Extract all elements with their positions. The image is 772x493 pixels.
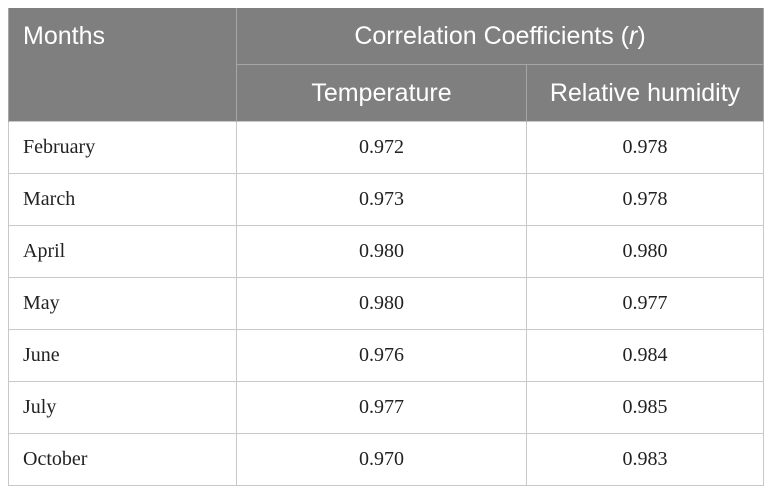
cell-month: May xyxy=(8,277,237,330)
cell-humidity: 0.977 xyxy=(525,277,765,330)
header-group-close: ) xyxy=(637,21,646,50)
cell-temperature: 0.977 xyxy=(236,381,527,434)
correlation-table-container: Months Correlation Coefficients (r) Temp… xyxy=(8,8,765,486)
cell-temperature: 0.972 xyxy=(236,121,527,174)
header-empty-cell xyxy=(8,64,237,122)
header-row-1: Months Correlation Coefficients (r) xyxy=(8,8,765,65)
header-group-symbol: r xyxy=(629,21,638,50)
cell-humidity: 0.985 xyxy=(525,381,765,434)
header-temperature: Temperature xyxy=(236,64,527,122)
cell-temperature: 0.980 xyxy=(236,277,527,330)
cell-temperature: 0.980 xyxy=(236,225,527,278)
cell-month: April xyxy=(8,225,237,278)
cell-month: October xyxy=(8,433,237,486)
table-row: June 0.976 0.984 xyxy=(8,329,765,382)
table-row: February 0.972 0.978 xyxy=(8,121,765,174)
header-correlation-coefficients: Correlation Coefficients (r) xyxy=(235,8,765,65)
cell-humidity: 0.978 xyxy=(525,121,765,174)
header-group-label: Correlation Coefficients ( xyxy=(354,21,630,50)
table-row: July 0.977 0.985 xyxy=(8,381,765,434)
table-row: April 0.980 0.980 xyxy=(8,225,765,278)
header-relative-humidity: Relative humidity xyxy=(525,64,765,122)
table-body: February 0.972 0.978 March 0.973 0.978 A… xyxy=(8,121,765,486)
cell-month: July xyxy=(8,381,237,434)
cell-humidity: 0.978 xyxy=(525,173,765,226)
cell-humidity: 0.984 xyxy=(525,329,765,382)
table-row: October 0.970 0.983 xyxy=(8,433,765,486)
header-months: Months xyxy=(8,8,237,65)
cell-month: March xyxy=(8,173,237,226)
cell-month: June xyxy=(8,329,237,382)
table-header: Months Correlation Coefficients (r) Temp… xyxy=(8,8,765,122)
table-row: March 0.973 0.978 xyxy=(8,173,765,226)
cell-humidity: 0.980 xyxy=(525,225,765,278)
cell-temperature: 0.970 xyxy=(236,433,527,486)
cell-humidity: 0.983 xyxy=(525,433,765,486)
correlation-table: Months Correlation Coefficients (r) Temp… xyxy=(8,8,765,486)
cell-month: February xyxy=(8,121,237,174)
table-row: May 0.980 0.977 xyxy=(8,277,765,330)
cell-temperature: 0.973 xyxy=(236,173,527,226)
header-row-2: Temperature Relative humidity xyxy=(8,64,765,122)
cell-temperature: 0.976 xyxy=(236,329,527,382)
